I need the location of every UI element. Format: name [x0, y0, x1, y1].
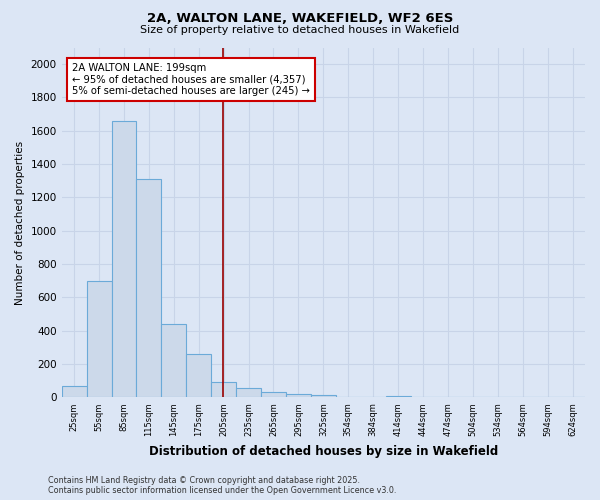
Bar: [211, 382, 236, 398]
Text: Size of property relative to detached houses in Wakefield: Size of property relative to detached ho…: [140, 25, 460, 35]
Bar: [136, 179, 161, 398]
Bar: [286, 394, 311, 398]
Text: Contains HM Land Registry data © Crown copyright and database right 2025.: Contains HM Land Registry data © Crown c…: [48, 476, 360, 485]
Bar: [62, 386, 86, 398]
Bar: [112, 121, 136, 398]
X-axis label: Distribution of detached houses by size in Wakefield: Distribution of detached houses by size …: [149, 444, 498, 458]
Bar: [311, 395, 336, 398]
Bar: [186, 354, 211, 398]
Text: Contains public sector information licensed under the Open Government Licence v3: Contains public sector information licen…: [48, 486, 397, 495]
Text: 2A WALTON LANE: 199sqm
← 95% of detached houses are smaller (4,357)
5% of semi-d: 2A WALTON LANE: 199sqm ← 95% of detached…: [72, 63, 310, 96]
Text: 2A, WALTON LANE, WAKEFIELD, WF2 6ES: 2A, WALTON LANE, WAKEFIELD, WF2 6ES: [147, 12, 453, 26]
Bar: [386, 396, 410, 398]
Bar: [161, 324, 186, 398]
Bar: [261, 392, 286, 398]
Bar: [236, 388, 261, 398]
Bar: [86, 281, 112, 398]
Y-axis label: Number of detached properties: Number of detached properties: [15, 140, 25, 304]
